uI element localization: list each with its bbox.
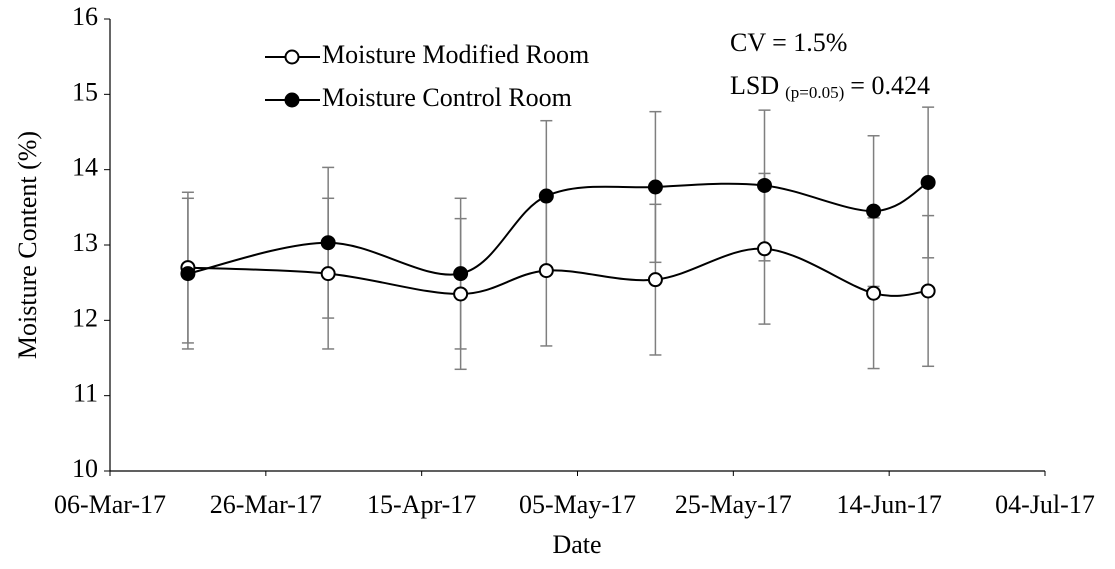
annotation: LSD <box>730 71 779 100</box>
x-tick-label: 14-Jun-17 <box>836 490 941 519</box>
marker <box>538 263 554 279</box>
y-tick-label: 16 <box>72 2 98 31</box>
marker <box>453 266 469 282</box>
marker <box>320 266 336 282</box>
x-tick-label: 15-Apr-17 <box>367 490 476 519</box>
series-line <box>187 247 929 297</box>
y-tick-label: 10 <box>72 454 98 483</box>
y-tick-label: 14 <box>72 153 98 182</box>
annotation: LSD (p=0.05) = 0.424 <box>730 71 930 102</box>
legend-marker <box>284 92 300 108</box>
legend-label: Moisture Modified Room <box>322 40 589 69</box>
marker <box>920 283 936 299</box>
marker <box>647 272 663 288</box>
x-tick-label: 05-May-17 <box>519 490 636 519</box>
x-axis-label: Date <box>552 530 601 559</box>
x-tick-label: 06-Mar-17 <box>54 490 166 519</box>
legend-label: Moisture Control Room <box>322 83 572 112</box>
x-tick-label: 04-Jul-17 <box>995 490 1095 519</box>
marker <box>538 188 554 204</box>
marker <box>647 179 663 195</box>
marker <box>920 174 936 190</box>
y-tick-label: 13 <box>72 228 98 257</box>
marker <box>757 241 772 257</box>
marker <box>866 203 882 219</box>
annotation: (p=0.05) <box>785 83 844 102</box>
marker <box>866 285 882 301</box>
marker <box>757 177 772 193</box>
x-tick-label: 25-May-17 <box>675 490 792 519</box>
legend-marker <box>284 49 300 65</box>
y-axis-label: Moisture Content (%) <box>13 131 42 359</box>
series-line <box>187 181 929 276</box>
annotation: = 0.424 <box>850 71 930 100</box>
y-tick-label: 11 <box>73 379 98 408</box>
y-tick-label: 15 <box>72 77 98 106</box>
marker <box>180 266 196 282</box>
marker <box>320 235 336 251</box>
annotation: CV = 1.5% <box>730 28 847 57</box>
marker <box>453 286 469 302</box>
y-tick-label: 12 <box>72 303 98 332</box>
x-tick-label: 26-Mar-17 <box>210 490 322 519</box>
